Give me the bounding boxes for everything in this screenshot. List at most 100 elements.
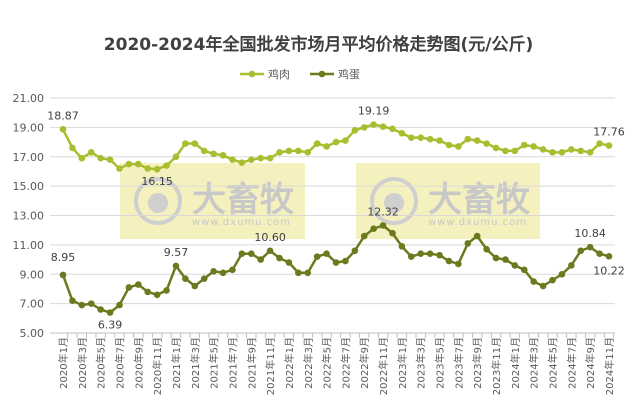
data-point [257, 154, 264, 162]
data-point [379, 222, 387, 229]
data-point [144, 165, 152, 172]
y-tick-label: 11.00 [13, 239, 45, 252]
watermark-brand: 大畜牧 [192, 180, 295, 220]
data-point [342, 257, 349, 265]
x-tick-label: 2023年9月 [471, 337, 484, 389]
x-tick-label: 2021年5月 [208, 337, 221, 389]
x-tick-label: 2021年3月 [189, 337, 202, 389]
data-point [398, 129, 406, 137]
data-point [257, 256, 264, 263]
x-tick-label: 2022年11月 [377, 337, 390, 395]
data-point [219, 151, 227, 159]
x-tick-label: 2022年9月 [358, 337, 371, 389]
data-point [153, 165, 161, 173]
legend-label: 鸡肉 [268, 67, 290, 81]
data-point [304, 269, 312, 277]
data-point [398, 243, 406, 250]
y-tick-label: 7.00 [20, 298, 45, 311]
data-point [266, 154, 274, 162]
data-point [455, 260, 462, 268]
data-point [182, 140, 189, 147]
data-label: 12.32 [367, 205, 399, 218]
x-tick-label: 2024年9月 [584, 337, 597, 389]
watermark-brand: 大畜牧 [428, 180, 531, 220]
data-point [464, 240, 472, 247]
y-tick-label: 21.00 [13, 92, 45, 105]
data-point [539, 282, 547, 290]
data-point [568, 262, 575, 269]
x-tick-label: 2020年7月 [113, 337, 126, 389]
data-point [389, 229, 396, 237]
data-point [408, 134, 415, 141]
x-tick-label: 2023年7月 [452, 337, 465, 389]
data-point [351, 247, 359, 255]
watermark-logo-icon [384, 193, 404, 213]
data-point [577, 147, 585, 155]
y-tick-label: 17.00 [13, 151, 45, 164]
data-point [87, 300, 95, 307]
data-point [426, 250, 434, 257]
data-point [116, 301, 123, 309]
data-point [219, 269, 227, 277]
data-point [191, 140, 199, 147]
data-point [313, 140, 321, 147]
data-point [276, 254, 283, 262]
x-tick-label: 2023年1月 [396, 337, 409, 389]
data-point [483, 245, 490, 253]
data-point [502, 256, 509, 263]
x-tick-label: 2023年11月 [490, 337, 503, 395]
data-point [389, 125, 396, 133]
data-point [59, 271, 67, 279]
data-point [492, 254, 500, 262]
data-point [163, 287, 170, 294]
data-label: 8.95 [51, 251, 76, 264]
data-point [436, 251, 443, 259]
data-point [360, 232, 368, 240]
watermark-logo-icon [148, 193, 168, 213]
data-point [285, 259, 293, 266]
watermark-url: www.dxumu.com [192, 217, 291, 228]
data-point [323, 143, 330, 150]
watermark-url: www.dxumu.com [428, 217, 527, 228]
data-point [370, 121, 377, 128]
data-point [200, 275, 208, 282]
data-point [520, 266, 528, 274]
data-point [210, 150, 217, 158]
data-point [97, 306, 104, 313]
data-point [511, 147, 519, 155]
data-point [116, 165, 123, 172]
data-point [172, 153, 180, 161]
data-point [106, 309, 114, 316]
data-point [577, 247, 585, 255]
x-tick-label: 2023年5月 [434, 337, 447, 389]
data-point [304, 149, 312, 156]
data-point [97, 154, 104, 162]
data-point [144, 288, 152, 296]
data-point [370, 225, 377, 233]
x-tick-label: 2023年3月 [415, 337, 428, 389]
legend-label: 鸡蛋 [338, 67, 360, 81]
data-point [605, 142, 613, 149]
y-tick-label: 13.00 [13, 210, 45, 223]
data-point [351, 127, 359, 134]
data-point [247, 250, 255, 257]
data-point [558, 149, 566, 156]
x-tick-label: 2024年3月 [528, 337, 541, 389]
data-point [106, 156, 114, 163]
data-point [417, 250, 425, 257]
data-label: 10.84 [574, 227, 606, 240]
data-point [172, 262, 180, 270]
data-point [229, 266, 236, 274]
data-point [586, 243, 594, 251]
data-point [455, 143, 462, 150]
data-point [549, 149, 556, 156]
data-point [436, 137, 443, 144]
y-tick-label: 15.00 [13, 180, 45, 193]
data-point [379, 123, 387, 130]
x-tick-label: 2021年7月 [226, 337, 239, 389]
x-tick-label: 2022年5月 [321, 337, 334, 389]
data-point [295, 147, 302, 155]
data-point [266, 247, 274, 255]
data-point [558, 270, 566, 278]
data-point [78, 301, 86, 309]
